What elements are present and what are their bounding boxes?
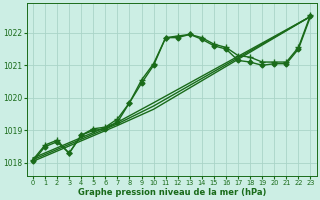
- X-axis label: Graphe pression niveau de la mer (hPa): Graphe pression niveau de la mer (hPa): [77, 188, 266, 197]
